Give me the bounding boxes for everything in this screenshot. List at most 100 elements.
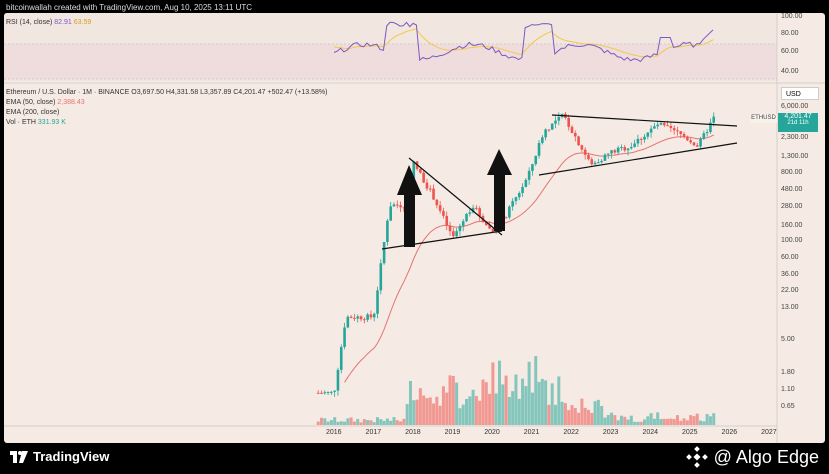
candle-body	[682, 134, 686, 137]
volume-bar	[695, 413, 699, 425]
volume-bar	[662, 418, 666, 425]
badge-price: 4,201.47	[784, 113, 812, 120]
candle-body	[468, 212, 472, 214]
volume-bar	[455, 382, 459, 425]
candle-body	[379, 263, 383, 291]
volume-bar	[521, 378, 525, 425]
candle-body	[471, 207, 475, 213]
candle-body	[554, 120, 557, 124]
price-tick: 480.00	[781, 185, 803, 193]
volume-label[interactable]: Vol · ETH	[6, 119, 36, 126]
candle-body	[679, 131, 683, 135]
volume-bar	[534, 356, 538, 425]
volume-bar	[323, 418, 327, 425]
candle-body	[573, 132, 577, 137]
volume-bar	[586, 409, 590, 425]
candle-body	[643, 136, 646, 140]
candle-body	[438, 205, 442, 211]
candle-body	[491, 228, 495, 233]
candle-body	[412, 161, 416, 180]
year-label: 2026	[721, 429, 738, 436]
year-label: 2023	[602, 429, 619, 436]
ema50-label[interactable]: EMA (50, close)	[6, 99, 56, 106]
volume-bar	[326, 421, 330, 425]
chart-panel[interactable]: 100.00 80.00 60.00 40.00 RSI (14, close)…	[4, 13, 825, 443]
volume-bar	[474, 396, 478, 425]
volume-bar	[563, 403, 567, 425]
candle-body	[346, 316, 350, 328]
volume-bar	[606, 414, 610, 425]
candle-body	[376, 290, 379, 314]
price-tick: 0.65	[781, 403, 795, 410]
volume-bar	[395, 420, 399, 425]
volume-bar	[633, 421, 637, 425]
rsi-tick: 40.00	[781, 68, 799, 75]
candle-body	[422, 172, 425, 183]
binance-icon	[685, 446, 708, 468]
volume-bar	[544, 380, 548, 425]
price-tick: 22.00	[781, 287, 799, 295]
volume-bar	[554, 404, 558, 425]
candle-body	[359, 316, 363, 320]
volume-bar	[557, 376, 561, 425]
volume-bar	[639, 421, 643, 425]
price-tick: 160.00	[781, 221, 803, 229]
volume-bar	[626, 419, 630, 425]
candle-body	[336, 369, 340, 391]
volume-bar	[435, 396, 439, 425]
year-label: 2018	[405, 429, 421, 436]
year-label: 2027	[761, 429, 777, 436]
rsi-tick: 100.00	[781, 13, 803, 20]
candle-body	[504, 217, 508, 219]
volume-bar	[689, 415, 693, 425]
volume-bar	[418, 388, 422, 425]
candle-body	[623, 147, 627, 151]
volume-bar	[504, 375, 508, 425]
candle-body	[590, 159, 594, 165]
volume-bar	[362, 419, 366, 425]
volume-bar	[593, 401, 597, 425]
price-tick: 1.10	[781, 385, 795, 393]
volume-bar	[359, 422, 363, 425]
volume-bar	[596, 399, 600, 425]
triangle1-upper	[408, 157, 503, 236]
candle-body	[452, 231, 455, 237]
candle-body	[333, 390, 336, 392]
volume-bar	[537, 381, 541, 425]
candle-body	[692, 142, 696, 146]
footer: TradingView @ Algo Edge	[4, 443, 825, 474]
candle-body	[363, 319, 366, 321]
volume-bar	[712, 413, 716, 425]
volume-bar	[471, 389, 475, 425]
volume-bar	[481, 379, 485, 425]
volume-bar	[649, 413, 653, 425]
ema200-legend[interactable]: EMA (200, close)	[6, 109, 60, 116]
algo-edge-watermark: @ Algo Edge	[685, 446, 819, 468]
tradingview-logo: TradingView	[10, 449, 109, 464]
currency-selector[interactable]: USD	[781, 87, 819, 100]
candle-body	[435, 199, 439, 206]
volume-bar	[583, 407, 587, 425]
rsi-tick: 80.00	[781, 30, 799, 37]
volume-bar	[530, 392, 534, 425]
volume-bar	[339, 421, 343, 425]
volume-bar	[319, 417, 323, 425]
volume-bar	[468, 396, 472, 425]
price-tick: 1,300.00	[781, 152, 809, 160]
rsi-value: 82.91	[54, 19, 72, 26]
year-label: 2016	[326, 429, 342, 436]
candle-body	[524, 179, 528, 187]
volume-bar	[372, 422, 376, 425]
volume-bar	[692, 416, 696, 425]
candle-body	[448, 225, 452, 232]
candle-body	[603, 154, 607, 161]
candle-body	[458, 225, 462, 232]
candle-body	[702, 133, 706, 139]
candle-body	[669, 125, 673, 129]
volume-bar	[659, 419, 663, 425]
candle-body	[484, 221, 488, 226]
symbol-legend: Ethereum / U.S. Dollar · 1M · BINANCE O3…	[6, 89, 327, 96]
candle-body	[316, 392, 320, 394]
candle-body	[521, 186, 524, 193]
symbol-title[interactable]: Ethereum / U.S. Dollar · 1M · BINANCE	[6, 89, 130, 96]
